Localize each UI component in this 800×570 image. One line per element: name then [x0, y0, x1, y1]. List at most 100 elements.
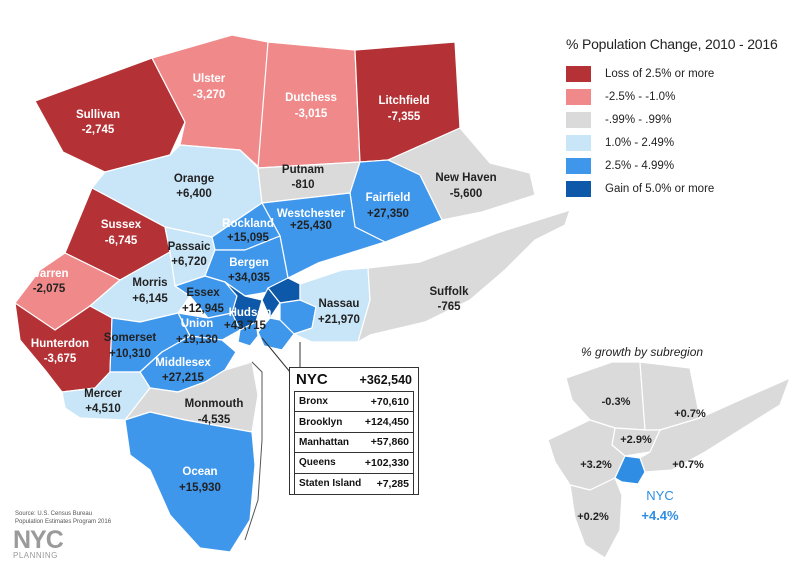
county-value-mercer: +4,510: [85, 403, 121, 415]
borough-value: +124,450: [364, 416, 409, 429]
legend-label: -2.5% - -1.0%: [605, 90, 676, 103]
borough-value: +57,860: [370, 436, 409, 449]
borough-name: Queens: [299, 457, 336, 469]
county-value-ulster: -3,270: [193, 89, 226, 101]
source-note: Source: U.S. Census Bureau Population Es…: [15, 511, 111, 526]
legend-item: Loss of 2.5% or more: [566, 62, 796, 85]
county-value-warren: -2,075: [33, 283, 66, 295]
county-label-nassau: Nassau: [319, 298, 360, 310]
nyc-callout-total: +362,540: [359, 373, 412, 387]
county-value-middlesex: +27,215: [162, 372, 204, 384]
county-label-ulster: Ulster: [193, 73, 226, 85]
county-label-warren: Warren: [29, 268, 68, 280]
county-value-essex: +12,945: [182, 303, 224, 315]
nyc-shape-staten-island[interactable]: [237, 321, 259, 347]
county-value-new-haven: -5,600: [450, 188, 483, 200]
borough-value: +102,330: [364, 456, 409, 469]
county-shape-ocean[interactable]: [124, 411, 256, 553]
county-value-rockland: +15,095: [227, 232, 269, 244]
subregion-label-northeast: +0.7%: [674, 408, 706, 420]
county-label-sussex: Sussex: [101, 219, 142, 231]
subregion-label-north-jersey: +3.2%: [580, 459, 612, 471]
subregion-shape-long-island[interactable]: [639, 377, 791, 473]
legend: % Population Change, 2010 - 2016 Loss of…: [566, 36, 796, 200]
borough-row: Staten Island +7,285: [295, 474, 413, 494]
county-value-ocean: +15,930: [179, 482, 221, 494]
subregion-label-nyc-name: NYC: [646, 488, 673, 503]
county-label-hudson: Hudson: [229, 307, 272, 319]
county-label-passaic: Passaic: [168, 241, 211, 253]
nyc-callout: NYC +362,540 Bronx +70,610 Brooklyn +124…: [289, 367, 419, 495]
legend-swatch: [566, 88, 591, 105]
borough-value: +7,285: [376, 477, 409, 490]
county-label-new-haven: New Haven: [435, 172, 496, 184]
borough-table: Bronx +70,610 Brooklyn +124,450 Manhatta…: [294, 391, 414, 495]
legend-item: Gain of 5.0% or more: [566, 177, 796, 200]
subregion-label-nyc-value: +4.4%: [641, 508, 679, 523]
subregion-title: % growth by subregion: [581, 345, 704, 359]
county-label-ocean: Ocean: [182, 466, 217, 478]
borough-row: Queens +102,330: [295, 453, 413, 474]
county-value-somerset: +10,310: [109, 348, 151, 360]
county-label-hunterdon: Hunterdon: [31, 338, 89, 350]
county-label-orange: Orange: [174, 173, 214, 185]
county-value-bergen: +34,035: [228, 272, 270, 284]
legend-label: 2.5% - 4.99%: [605, 159, 675, 172]
legend-label: Loss of 2.5% or more: [605, 67, 715, 80]
county-value-orange: +6,400: [176, 188, 212, 200]
county-label-somerset: Somerset: [104, 332, 157, 344]
borough-row: Bronx +70,610: [295, 392, 413, 413]
borough-name: Bronx: [299, 396, 328, 408]
county-label-westchester: Westchester: [277, 208, 346, 220]
county-label-essex: Essex: [186, 287, 220, 299]
subregion-label-northwest: -0.3%: [602, 396, 631, 408]
legend-item: 1.0% - 2.49%: [566, 131, 796, 154]
legend-item: -2.5% - -1.0%: [566, 85, 796, 108]
county-value-litchfield: -7,355: [388, 111, 421, 123]
county-label-suffolk: Suffolk: [430, 286, 470, 298]
county-value-hudson: +43,715: [224, 320, 266, 332]
county-shape-suffolk[interactable]: [357, 209, 571, 343]
legend-title: % Population Change, 2010 - 2016: [566, 36, 778, 52]
county-value-hunterdon: -3,675: [44, 353, 77, 365]
subregion-inset-map: [547, 361, 791, 559]
legend-swatch: [566, 180, 591, 197]
county-value-westchester: +25,430: [290, 220, 332, 232]
county-label-sullivan: Sullivan: [76, 109, 120, 121]
subregion-label-long-island: +0.7%: [672, 459, 704, 471]
legend-item: -.99% - .99%: [566, 108, 796, 131]
legend-label: 1.0% - 2.49%: [605, 136, 675, 149]
legend-item: 2.5% - 4.99%: [566, 154, 796, 177]
county-value-nassau: +21,970: [318, 314, 360, 326]
borough-name: Brooklyn: [299, 416, 343, 428]
county-label-union: Union: [181, 318, 214, 330]
county-label-bergen: Bergen: [229, 257, 269, 269]
county-label-rockland: Rockland: [222, 218, 274, 230]
county-shape-nassau[interactable]: [293, 267, 371, 343]
county-label-fairfield: Fairfield: [366, 192, 411, 204]
county-value-sussex: -6,745: [105, 235, 138, 247]
nyc-callout-title: NYC: [296, 371, 328, 388]
county-value-union: +19,130: [176, 334, 218, 346]
legend-label: -.99% - .99%: [605, 113, 672, 126]
county-shape-dutchess[interactable]: [257, 41, 361, 169]
county-label-monmouth: Monmouth: [185, 398, 244, 410]
subregion-label-mid-hudson: +2.9%: [620, 434, 652, 446]
nyc-planning-logo: NYC PLANNING: [13, 526, 73, 563]
county-label-dutchess: Dutchess: [285, 92, 337, 104]
county-value-morris: +6,145: [132, 293, 168, 305]
logo-wordmark: NYC: [13, 526, 64, 554]
county-value-sullivan: -2,745: [82, 124, 115, 136]
county-label-putnam: Putnam: [282, 164, 324, 176]
source-line-1: Source: U.S. Census Bureau: [15, 511, 93, 517]
legend-label: Gain of 5.0% or more: [605, 182, 715, 195]
county-value-passaic: +6,720: [171, 256, 207, 268]
borough-row: Manhattan +57,860: [295, 433, 413, 454]
logo-subtitle: PLANNING: [13, 551, 58, 560]
subregion-shape-south-jersey[interactable]: [569, 477, 623, 559]
county-value-fairfield: +27,350: [367, 208, 409, 220]
legend-swatch: [566, 111, 591, 128]
county-shape-ulster[interactable]: [151, 34, 269, 171]
subregion-shape-nyc[interactable]: [614, 455, 646, 485]
